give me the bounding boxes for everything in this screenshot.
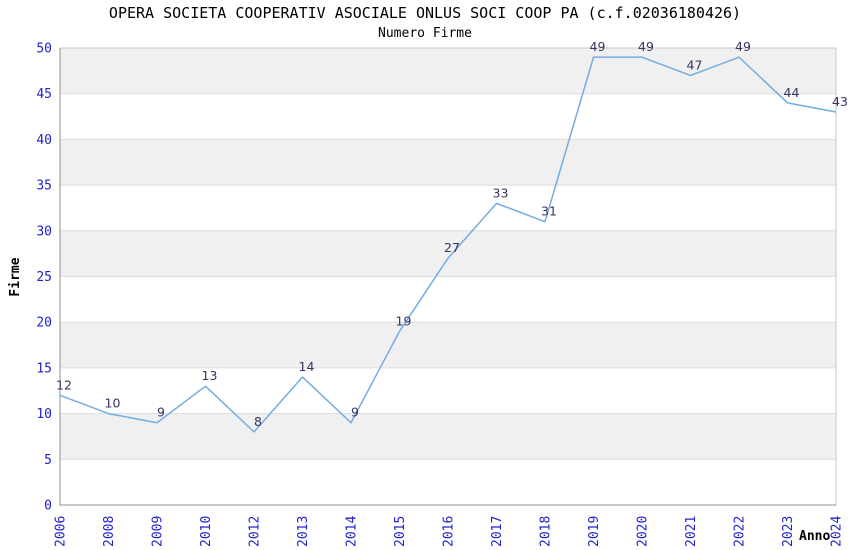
y-tick-label: 20 bbox=[36, 316, 52, 331]
point-label: 13 bbox=[202, 368, 218, 383]
plot-band bbox=[60, 93, 836, 140]
x-tick-label: 2014 bbox=[345, 516, 360, 547]
plot-band bbox=[60, 139, 836, 186]
x-tick-label: 2024 bbox=[830, 516, 845, 547]
x-tick-label: 2019 bbox=[587, 516, 602, 547]
y-tick-label: 25 bbox=[36, 270, 52, 285]
point-label: 9 bbox=[351, 405, 359, 420]
point-label: 19 bbox=[396, 313, 412, 328]
x-axis-title: Anno bbox=[799, 529, 831, 544]
y-axis-title: Firme bbox=[8, 257, 23, 297]
y-tick-label: 40 bbox=[36, 133, 52, 148]
x-tick-label: 2010 bbox=[199, 516, 214, 547]
x-tick-label: 2018 bbox=[539, 516, 554, 547]
point-label: 49 bbox=[735, 39, 751, 54]
axis-lines bbox=[59, 48, 836, 506]
plot-band bbox=[60, 230, 836, 277]
y-tick-label: 15 bbox=[36, 361, 52, 376]
point-label: 43 bbox=[832, 94, 848, 109]
point-label: 14 bbox=[299, 359, 315, 374]
x-tick-label: 2023 bbox=[781, 516, 796, 547]
x-tick-label: 2020 bbox=[636, 516, 651, 547]
y-tick-label: 35 bbox=[36, 179, 52, 194]
plot-band bbox=[60, 413, 836, 460]
x-tick-label: 2009 bbox=[151, 516, 166, 547]
point-label: 27 bbox=[444, 240, 460, 255]
x-tick-label: 2022 bbox=[733, 516, 748, 547]
y-tick-label: 5 bbox=[44, 453, 52, 468]
y-tick-label: 10 bbox=[36, 407, 52, 422]
plot-band bbox=[60, 276, 836, 323]
point-label: 8 bbox=[254, 414, 262, 429]
point-label: 44 bbox=[784, 85, 800, 100]
point-label: 49 bbox=[638, 39, 654, 54]
plot-band bbox=[60, 459, 836, 505]
y-tick-label: 50 bbox=[36, 42, 52, 57]
point-label: 31 bbox=[541, 204, 557, 219]
y-tick-label: 0 bbox=[44, 499, 52, 514]
x-tick-label: 2013 bbox=[296, 516, 311, 547]
plot-band bbox=[60, 185, 836, 231]
point-label: 9 bbox=[157, 405, 165, 420]
x-tick-label: 2015 bbox=[393, 516, 408, 547]
x-tick-label: 2008 bbox=[102, 516, 117, 547]
point-label: 33 bbox=[493, 185, 509, 200]
x-tick-label: 2012 bbox=[248, 516, 263, 547]
point-label: 47 bbox=[687, 57, 703, 72]
plot-band bbox=[60, 48, 836, 94]
x-tick-label: 2006 bbox=[54, 516, 69, 547]
x-tick-label: 2017 bbox=[490, 516, 505, 547]
y-tick-label: 30 bbox=[36, 224, 52, 239]
x-tick-label: 2021 bbox=[684, 516, 699, 547]
plot-band bbox=[60, 367, 836, 414]
data-line bbox=[59, 56, 837, 433]
chart-subtitle: Numero Firme bbox=[378, 26, 472, 41]
y-tick-label: 45 bbox=[36, 87, 52, 102]
point-label: 10 bbox=[105, 396, 121, 411]
point-label: 12 bbox=[56, 377, 72, 392]
plot-band bbox=[60, 322, 836, 368]
x-tick-label: 2016 bbox=[442, 516, 457, 547]
point-label: 49 bbox=[590, 39, 606, 54]
chart-title: OPERA SOCIETA COOPERATIV ASOCIALE ONLUS … bbox=[108, 4, 742, 22]
